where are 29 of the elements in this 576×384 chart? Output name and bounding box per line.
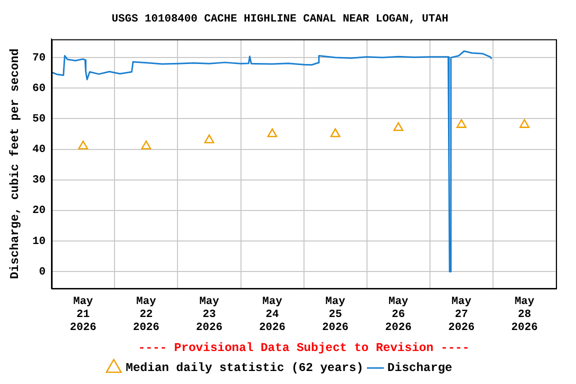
- text: ---- Provisional Data Subject to Revision ----: [138, 341, 470, 356]
- point: [393, 122, 404, 132]
- x-tick-label: May 27 2026: [448, 296, 475, 334]
- x-tick-label: May 26 2026: [385, 296, 412, 334]
- x-tick-label: May 21 2026: [70, 296, 96, 334]
- y-tick-label: 20: [32, 205, 46, 218]
- point: [519, 119, 530, 128]
- x-tick-label: May 25 2026: [322, 296, 349, 334]
- y-tick-label: 10: [32, 236, 46, 248]
- y-tick-label: 50: [32, 113, 46, 126]
- y-axis-title: Discharge, cubic feet per second: [8, 48, 22, 280]
- point: [456, 119, 466, 128]
- point: [141, 140, 152, 150]
- x-tick-label: May 24 2026: [259, 296, 286, 334]
- point: [78, 140, 88, 150]
- y-tick-label: 0: [38, 266, 46, 278]
- chart-title: USGS 10108400 CACHE HIGHLINE CANAL NEAR LOGAN, UTAH: [112, 13, 448, 26]
- y-tick-label: 30: [32, 174, 46, 187]
- point: [204, 134, 214, 144]
- x-tick-label: May 28 2026: [511, 296, 538, 334]
- legend-label: Discharge: [387, 361, 452, 376]
- y-tick-label: 60: [32, 82, 46, 95]
- x-tick-label: May 22 2026: [132, 296, 160, 334]
- legend-label: Median daily statistic (62 years): [126, 361, 364, 376]
- point: [330, 128, 340, 138]
- y-tick-label: 40: [32, 144, 46, 156]
- point: [267, 128, 278, 138]
- x-tick-label: May 23 2026: [196, 296, 222, 334]
- y-tick-label: 70: [32, 52, 46, 64]
